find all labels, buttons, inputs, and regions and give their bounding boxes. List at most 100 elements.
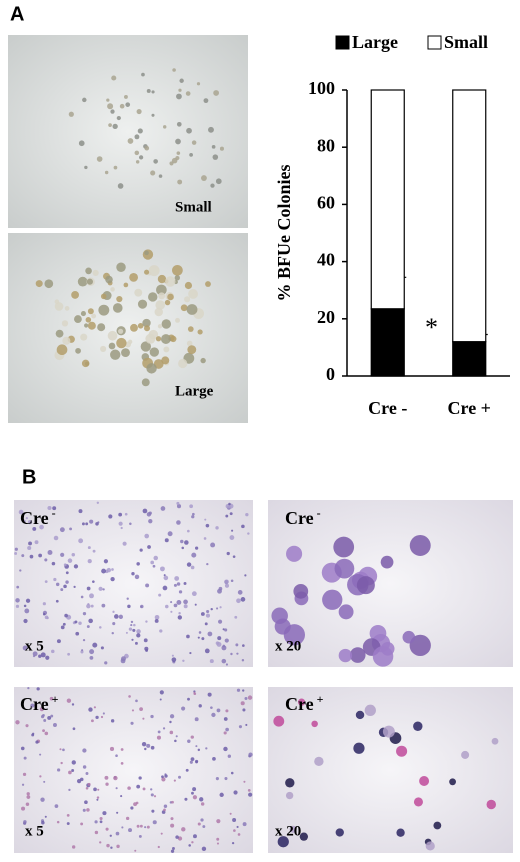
cell: [232, 818, 237, 822]
cell: [157, 845, 160, 849]
cell: [160, 566, 165, 572]
cell: [159, 629, 163, 633]
cell: [170, 601, 173, 604]
cell: [171, 657, 177, 663]
cell: [95, 715, 99, 720]
cell: [163, 346, 170, 353]
cell: [145, 583, 150, 588]
cell: [127, 138, 134, 144]
cell: [237, 833, 241, 836]
cell: [413, 721, 423, 731]
cell: [186, 562, 192, 567]
x-tick-label: Cre -: [368, 398, 407, 418]
cell: [219, 606, 222, 609]
cell: [224, 638, 229, 643]
cell: [176, 600, 182, 605]
cell: [117, 183, 124, 189]
cell: [128, 828, 132, 833]
cell: [201, 175, 207, 181]
cell: [86, 278, 93, 285]
cell: [157, 324, 163, 329]
cell: [130, 620, 134, 624]
cell: [185, 768, 189, 772]
cell: [56, 820, 60, 824]
cell: [121, 656, 126, 662]
cell: [107, 330, 118, 341]
cell: [187, 739, 191, 743]
cell: [66, 822, 70, 826]
cell: [79, 777, 84, 782]
cell: [158, 593, 162, 597]
cell: [193, 834, 197, 839]
cell: [146, 88, 151, 93]
cell: [177, 836, 183, 841]
cell: [115, 787, 118, 790]
cell: [191, 591, 197, 597]
cell: [188, 844, 191, 847]
cell: [186, 304, 198, 315]
cell: [212, 154, 219, 160]
legend-label: Large: [352, 32, 398, 52]
cell: [134, 134, 140, 140]
cell: [74, 620, 78, 624]
cell: [44, 731, 49, 736]
cell: [148, 519, 153, 524]
cell: [71, 553, 76, 557]
cell: [142, 318, 151, 328]
cell: [189, 153, 193, 157]
cell: [176, 520, 181, 525]
cell: [55, 582, 60, 587]
cell: [178, 590, 183, 594]
cell: [201, 637, 205, 641]
cell: [92, 549, 96, 553]
cell: [226, 551, 230, 556]
cell: [181, 706, 186, 711]
cell: [171, 654, 174, 657]
cell: [64, 306, 70, 311]
cell: [132, 628, 136, 632]
cell: [121, 348, 130, 358]
superscript: -: [52, 506, 56, 520]
cell: [221, 645, 227, 651]
cell: [99, 816, 103, 821]
cell: [355, 710, 365, 720]
cell: [314, 756, 324, 767]
cell: [165, 276, 176, 287]
y-tick-label: 0: [326, 364, 335, 384]
legend-swatch: [427, 35, 442, 50]
cell: [191, 515, 195, 519]
cell: [40, 797, 45, 802]
cell: [123, 282, 129, 288]
cell: [91, 313, 97, 319]
cell: [96, 156, 103, 162]
cell: [68, 788, 71, 792]
cell: [241, 658, 245, 662]
cell: [47, 549, 53, 555]
cell: [297, 698, 306, 706]
cell: [109, 746, 115, 752]
cell: [147, 545, 151, 549]
cell: [82, 765, 87, 769]
cell: [196, 82, 201, 86]
magnification: x 20: [275, 823, 301, 839]
cell: [163, 574, 166, 577]
cell: [285, 778, 295, 788]
cell: [136, 108, 142, 115]
cell: [86, 586, 91, 591]
cell: [85, 772, 89, 775]
cell: [150, 714, 154, 719]
cell: [178, 88, 182, 92]
cell: [380, 555, 394, 569]
cell: [148, 265, 160, 277]
cell: [28, 541, 33, 546]
cell: [85, 786, 89, 790]
cell: [170, 335, 177, 343]
cell: [42, 729, 45, 733]
cell: [145, 333, 156, 344]
cell: [114, 614, 119, 619]
cell: [112, 622, 116, 626]
cell: [131, 572, 135, 576]
cell: [195, 745, 198, 748]
cell: [82, 612, 87, 616]
